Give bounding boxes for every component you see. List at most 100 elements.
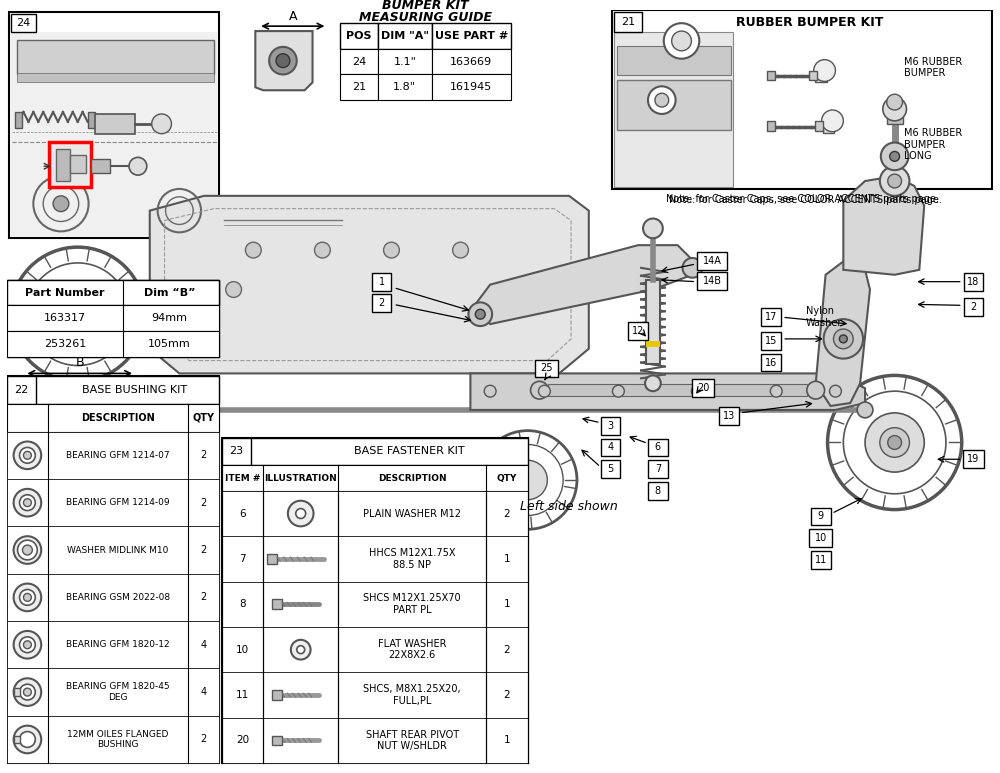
Text: BEARING GFM 1214-07: BEARING GFM 1214-07 <box>66 451 170 460</box>
Text: 10: 10 <box>236 645 249 655</box>
Bar <box>7 331 219 356</box>
Circle shape <box>643 219 663 238</box>
Bar <box>761 332 781 349</box>
Circle shape <box>508 460 547 499</box>
Circle shape <box>48 284 107 344</box>
Bar <box>964 298 983 316</box>
Bar <box>7 376 219 763</box>
Text: 21: 21 <box>621 17 635 27</box>
Bar <box>340 74 378 100</box>
Text: 3: 3 <box>607 421 614 431</box>
Bar <box>614 12 642 32</box>
Text: SHCS, M8X1.25X20,
FULL,PL: SHCS, M8X1.25X20, FULL,PL <box>363 684 461 706</box>
Bar <box>601 417 620 434</box>
Circle shape <box>152 114 171 134</box>
Bar <box>372 295 391 312</box>
Bar <box>548 384 807 396</box>
Text: 2: 2 <box>200 592 207 602</box>
Circle shape <box>297 645 305 654</box>
Bar <box>432 23 511 49</box>
Circle shape <box>484 385 496 397</box>
Text: QTY: QTY <box>193 413 215 423</box>
Circle shape <box>664 23 699 59</box>
Circle shape <box>830 385 841 397</box>
Text: 11: 11 <box>815 555 827 565</box>
Circle shape <box>475 309 485 319</box>
Bar <box>372 273 391 291</box>
Circle shape <box>23 688 31 696</box>
Bar <box>809 70 817 80</box>
Text: BEARING GFM 1214-09: BEARING GFM 1214-09 <box>66 498 170 507</box>
Circle shape <box>839 335 847 343</box>
Bar <box>222 438 528 763</box>
Bar <box>646 341 660 347</box>
Text: 161945: 161945 <box>450 82 493 92</box>
Bar <box>272 599 282 609</box>
Circle shape <box>880 427 909 458</box>
Circle shape <box>824 319 863 359</box>
Bar <box>617 80 731 130</box>
Bar <box>697 252 727 270</box>
Bar <box>222 438 528 465</box>
Bar <box>815 69 827 83</box>
Text: HHCS M12X1.75X
88.5 NP: HHCS M12X1.75X 88.5 NP <box>369 548 455 570</box>
Bar <box>17 40 214 74</box>
Text: BEARING GSM 2022-08: BEARING GSM 2022-08 <box>66 593 170 602</box>
Bar <box>272 735 282 745</box>
Circle shape <box>683 258 702 278</box>
Circle shape <box>880 166 909 196</box>
Circle shape <box>645 376 661 391</box>
Bar <box>719 407 739 424</box>
Circle shape <box>890 152 900 162</box>
Text: WASHER MIDLINK M10: WASHER MIDLINK M10 <box>67 546 169 554</box>
Circle shape <box>71 308 85 321</box>
Text: M6 RUBBER
BUMPER
LONG: M6 RUBBER BUMPER LONG <box>904 128 962 161</box>
Circle shape <box>145 402 161 418</box>
Bar <box>222 718 528 763</box>
Bar <box>267 554 277 564</box>
Bar <box>692 380 714 397</box>
Text: 10: 10 <box>815 533 827 543</box>
Circle shape <box>453 242 468 258</box>
Bar <box>15 112 22 128</box>
Text: 4: 4 <box>200 687 207 697</box>
Bar <box>811 551 831 569</box>
Polygon shape <box>150 196 589 373</box>
Circle shape <box>833 329 853 349</box>
Text: 24: 24 <box>352 56 366 66</box>
Text: FLAT WASHER
22X8X2.6: FLAT WASHER 22X8X2.6 <box>378 638 446 660</box>
Text: BEARING GFM 1820-45
DEG: BEARING GFM 1820-45 DEG <box>66 683 170 702</box>
Circle shape <box>468 302 492 326</box>
Bar <box>809 530 832 547</box>
Bar <box>9 12 219 238</box>
Bar <box>7 376 36 404</box>
Bar <box>378 74 432 100</box>
Text: RUBBER BUMPER KIT: RUBBER BUMPER KIT <box>736 15 883 29</box>
Text: 8: 8 <box>239 599 246 609</box>
Bar <box>535 359 558 377</box>
Circle shape <box>288 501 314 526</box>
Bar <box>811 508 831 526</box>
Circle shape <box>291 640 311 659</box>
Circle shape <box>538 385 550 397</box>
Bar <box>761 354 781 372</box>
Text: 94mm: 94mm <box>151 313 187 323</box>
Text: BEARING GFM 1820-12: BEARING GFM 1820-12 <box>66 640 170 649</box>
Polygon shape <box>843 176 924 274</box>
Circle shape <box>20 637 35 652</box>
Circle shape <box>22 545 32 555</box>
Circle shape <box>865 413 924 472</box>
Text: 22: 22 <box>14 385 29 395</box>
Circle shape <box>822 110 843 131</box>
Text: 6: 6 <box>655 442 661 452</box>
Bar <box>614 32 733 187</box>
Text: ITEM #: ITEM # <box>225 474 260 482</box>
Bar <box>135 376 143 394</box>
Text: 12MM OILES FLANGED
BUSHING: 12MM OILES FLANGED BUSHING <box>67 730 169 749</box>
Circle shape <box>18 540 37 560</box>
Circle shape <box>672 31 691 51</box>
Bar <box>432 74 511 100</box>
Polygon shape <box>470 373 865 410</box>
Polygon shape <box>475 245 692 324</box>
Text: 163317: 163317 <box>44 313 86 323</box>
